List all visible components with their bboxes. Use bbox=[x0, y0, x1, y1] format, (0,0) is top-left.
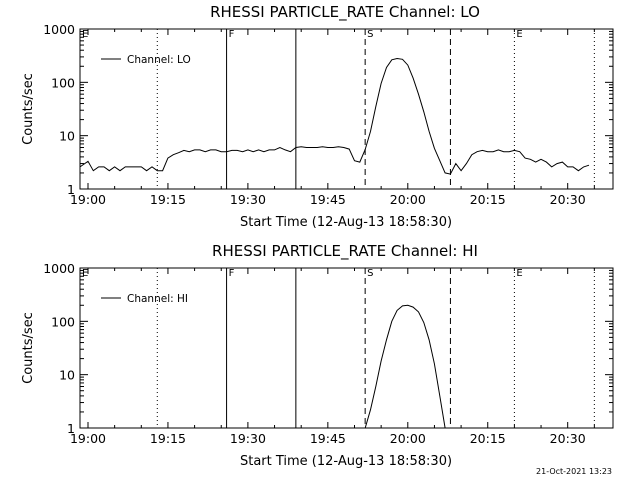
panel-lo-frame bbox=[79, 28, 614, 190]
xtick-label-hi-3: 19:45 bbox=[310, 431, 346, 446]
xtick-label-lo-0: 19:00 bbox=[70, 192, 106, 207]
xtick-label-hi-2: 19:30 bbox=[230, 431, 266, 446]
panel-lo-legend: Channel: LO bbox=[101, 54, 191, 66]
xtick-label-hi-0: 19:00 bbox=[70, 431, 106, 446]
marker-letter-lo-1: F bbox=[229, 29, 235, 40]
panel-lo-ticks: 19:00 19:15 19:30 19:45 20:00 20:15 20:30 1 10 10… bbox=[43, 22, 613, 207]
ytick-label-hi-1: 10 bbox=[59, 368, 75, 383]
panel-lo-title: RHESSI PARTICLE_RATE Channel: LO bbox=[210, 3, 480, 22]
marker-letter-lo-2: S bbox=[367, 29, 373, 40]
panel-lo-ylabel: Counts/sec bbox=[21, 73, 36, 145]
marker-letter-lo-0: E bbox=[82, 29, 88, 40]
ytick-label-lo-3: 1000 bbox=[43, 22, 75, 37]
panel-hi-ticks: 19:00 19:15 19:30 19:45 20:00 20:15 20:30 1 10 10… bbox=[43, 261, 613, 446]
timestamp-footer: 21-Oct-2021 13:23 bbox=[536, 467, 612, 476]
legend-label-lo: Channel: LO bbox=[127, 54, 191, 66]
series-line-hi bbox=[364, 304, 446, 429]
ytick-label-hi-3: 1000 bbox=[43, 261, 75, 276]
marker-letter-lo-3: E bbox=[516, 29, 522, 40]
marker-letter-hi-1: F bbox=[229, 268, 235, 279]
series-line-lo bbox=[79, 57, 590, 175]
ytick-label-hi-0: 1 bbox=[67, 421, 75, 436]
xtick-label-lo-4: 20:00 bbox=[390, 192, 426, 207]
panel-lo: RHESSI PARTICLE_RATE Channel: LO E F S E 19… bbox=[21, 3, 614, 230]
ytick-label-lo-2: 100 bbox=[51, 75, 75, 90]
ytick-label-lo-0: 1 bbox=[67, 182, 75, 197]
xtick-label-hi-6: 20:30 bbox=[550, 431, 586, 446]
xtick-label-lo-6: 20:30 bbox=[550, 192, 586, 207]
panel-hi-xlabel: Start Time (12-Aug-13 18:58:30) bbox=[240, 454, 452, 469]
marker-letter-hi-2: S bbox=[367, 268, 373, 279]
xtick-label-hi-5: 20:15 bbox=[470, 431, 506, 446]
ytick-label-hi-2: 100 bbox=[51, 314, 75, 329]
marker-letter-hi-3: E bbox=[516, 268, 522, 279]
panel-lo-xlabel: Start Time (12-Aug-13 18:58:30) bbox=[240, 215, 452, 230]
xtick-label-hi-4: 20:00 bbox=[390, 431, 426, 446]
xtick-label-lo-5: 20:15 bbox=[470, 192, 506, 207]
xtick-label-lo-3: 19:45 bbox=[310, 192, 346, 207]
panel-hi-frame bbox=[79, 267, 614, 429]
ytick-label-lo-1: 10 bbox=[59, 129, 75, 144]
panel-hi-legend: Channel: HI bbox=[101, 293, 188, 305]
marker-letter-hi-0: E bbox=[82, 268, 88, 279]
xtick-label-lo-1: 19:15 bbox=[150, 192, 186, 207]
xtick-label-lo-2: 19:30 bbox=[230, 192, 266, 207]
legend-label-hi: Channel: HI bbox=[127, 293, 188, 305]
panel-hi: RHESSI PARTICLE_RATE Channel: HI E F S E 19… bbox=[21, 242, 614, 469]
panel-hi-ylabel: Counts/sec bbox=[21, 312, 36, 384]
panel-hi-title: RHESSI PARTICLE_RATE Channel: HI bbox=[212, 242, 478, 261]
xtick-label-hi-1: 19:15 bbox=[150, 431, 186, 446]
